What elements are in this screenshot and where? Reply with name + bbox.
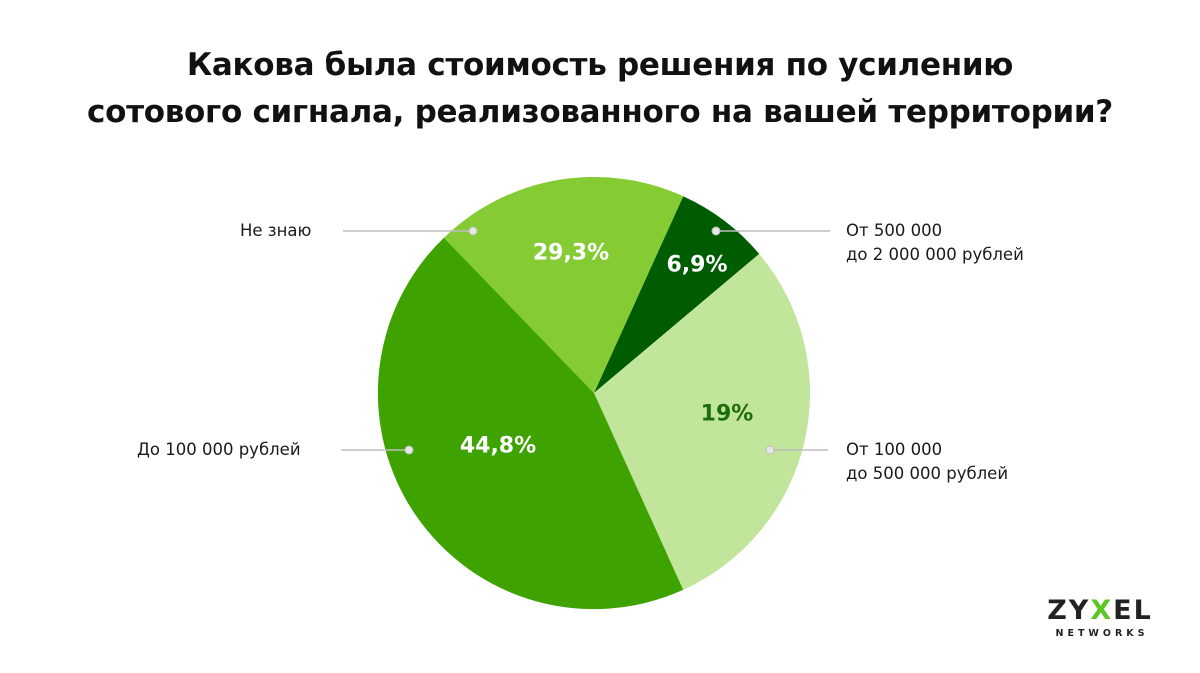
pct-label-100k-500k: 19% [700, 401, 754, 427]
callout-100k-500k [765, 445, 828, 455]
pie-slice-100k-500k[interactable] [594, 253, 811, 590]
chart-title-line1: Какова была стоимость решения по усилени… [186, 47, 1014, 83]
callout-under-100k [341, 445, 414, 455]
pie-slice-unknown[interactable] [443, 176, 684, 393]
logo-brand: ZYXEL [1047, 595, 1153, 626]
chart-title-line2: сотового сигнала, реализованного на ваше… [87, 94, 1113, 130]
callout-unknown [343, 226, 478, 236]
chart-title: Какова была стоимость решения по усилени… [0, 42, 1200, 136]
pct-label-500k-2m: 6,9% [666, 252, 728, 278]
pct-label-unknown: 29,3% [532, 240, 610, 266]
callout-500k-2m [711, 226, 830, 236]
logo-x-mark: X [1090, 595, 1114, 626]
pie-slice-under-100k[interactable] [377, 237, 684, 610]
pct-label-under-100k: 44,8% [459, 433, 537, 459]
pie-slice-500k-2m[interactable] [594, 196, 760, 393]
category-label-unknown: Не знаю [240, 221, 312, 240]
category-label-500k-2m: От 500 000 до 2 000 000 рублей [846, 221, 1024, 264]
zyxel-logo: ZYXEL NETWORKS [1040, 595, 1160, 640]
logo-subtitle: NETWORKS [1055, 628, 1149, 639]
category-label-under-100k: До 100 000 рублей [137, 440, 301, 459]
category-label-100k-500k: От 100 000 до 500 000 рублей [846, 440, 1009, 483]
